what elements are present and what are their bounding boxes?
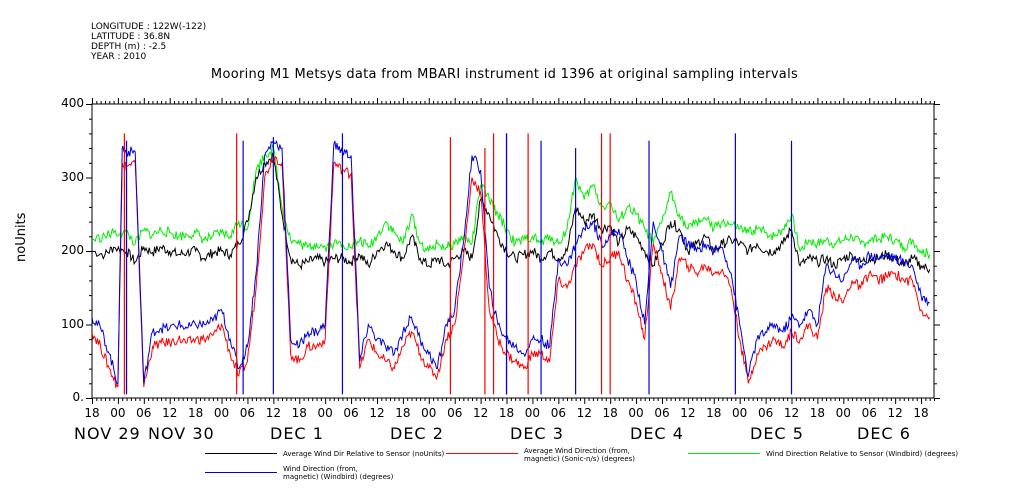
legend-label: Average Wind Direction (from, magnetic) (… <box>524 447 636 463</box>
day-label: DEC 2 <box>390 424 444 443</box>
day-label: DEC 6 <box>857 424 911 443</box>
meta-year: YEAR : 2010 <box>91 52 147 62</box>
x-tick-label: 12 <box>887 406 903 420</box>
legend-label: Wind Direction (from, magnetic) (Windbird… <box>283 465 394 481</box>
x-tick-label: 18 <box>913 406 929 420</box>
x-tick-label: 18 <box>187 406 204 420</box>
x-tick-label: 06 <box>654 406 670 420</box>
x-tick-label: 00 <box>110 406 126 420</box>
y-tick-label: 200 <box>61 243 84 257</box>
chart-title: Mooring M1 Metsys data from MBARI instru… <box>210 67 799 82</box>
x-tick-label: 06 <box>757 406 774 420</box>
meta-longitude: LONGITUDE : 122W(-122) <box>91 22 207 32</box>
series-line-0 <box>92 152 931 274</box>
y-tick-label: 400 <box>61 96 84 110</box>
legend-label: Wind Direction Relative to Sensor (Windb… <box>766 450 959 458</box>
x-tick-label: 18 <box>395 406 411 420</box>
y-tick-label: 300 <box>61 169 84 184</box>
series-line-1 <box>92 155 931 389</box>
day-label: DEC 4 <box>630 424 684 443</box>
legend-swatch <box>688 453 760 454</box>
legend-label: Average Wind Dir Relative to Sensor (noU… <box>283 450 445 458</box>
series-line-2 <box>92 144 931 259</box>
x-tick-label: 12 <box>162 406 178 420</box>
x-tick-label: 12 <box>369 406 385 420</box>
day-label: DEC 1 <box>270 424 324 443</box>
x-tick-label: 06 <box>239 406 256 420</box>
x-tick-label: 12 <box>472 406 489 420</box>
x-tick-label: 00 <box>628 406 644 420</box>
x-tick-label: 06 <box>861 406 877 420</box>
x-tick-label: 06 <box>136 406 152 420</box>
day-label: NOV 29 <box>74 424 141 443</box>
legend-swatch <box>446 453 518 454</box>
x-tick-label: 00 <box>213 406 230 420</box>
x-tick-label: 12 <box>680 406 696 420</box>
x-tick-label: 06 <box>343 406 359 420</box>
meta-latitude: LATITUDE : 36.8N <box>91 32 171 42</box>
x-tick-label: 18 <box>706 406 722 420</box>
day-label: NOV 30 <box>148 424 215 443</box>
y-tick-label: 0. <box>72 390 84 404</box>
x-tick-label: 00 <box>835 406 851 420</box>
x-tick-label: 18 <box>291 406 307 420</box>
x-tick-label: 18 <box>602 406 618 420</box>
day-label: DEC 5 <box>750 424 804 443</box>
x-tick-label: 18 <box>84 406 100 420</box>
x-tick-label: 18 <box>498 406 515 420</box>
x-tick-label: 12 <box>265 406 281 420</box>
x-tick-label: 06 <box>550 406 566 420</box>
legend-swatch <box>205 453 277 454</box>
x-tick-label: 00 <box>421 406 437 420</box>
meta-depth: DEPTH (m) : -2.5 <box>91 42 167 52</box>
day-label: DEC 3 <box>510 424 564 443</box>
x-tick-label: 06 <box>447 406 463 420</box>
x-tick-label: 00 <box>317 406 333 420</box>
legend-swatch <box>205 472 277 473</box>
x-tick-label: 12 <box>783 406 800 420</box>
y-tick-label: 100 <box>61 316 84 331</box>
x-tick-label: 00 <box>524 406 541 420</box>
x-tick-label: 00 <box>732 406 748 420</box>
x-tick-label: 12 <box>576 406 592 420</box>
x-tick-label: 18 <box>809 406 826 420</box>
